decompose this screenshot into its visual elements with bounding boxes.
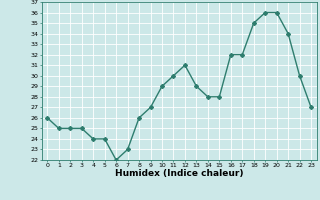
X-axis label: Humidex (Indice chaleur): Humidex (Indice chaleur) [115,169,244,178]
